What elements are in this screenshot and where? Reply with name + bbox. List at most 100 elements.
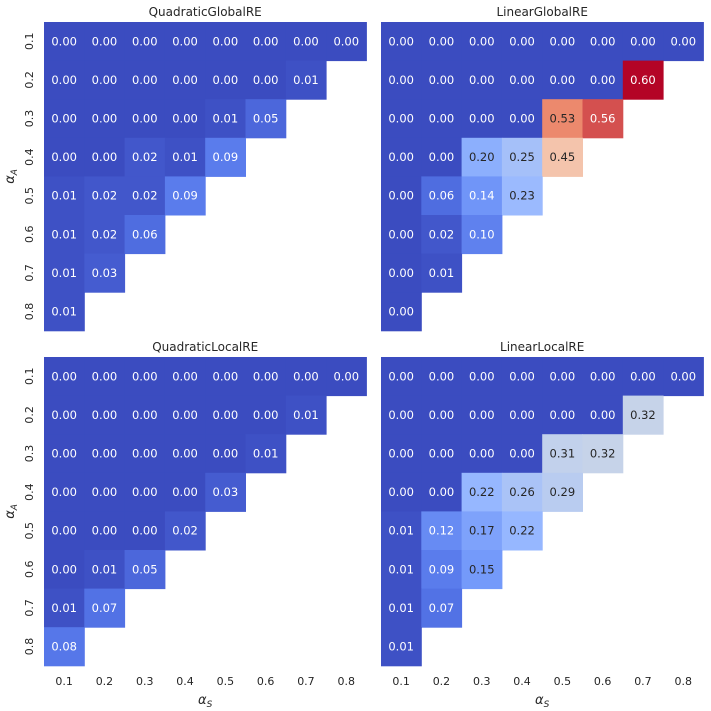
heatmap-cell (44, 292, 85, 332)
heatmap-cell (663, 357, 704, 397)
heatmap-cell (124, 434, 166, 474)
cell-value-label: 0.31 (550, 447, 576, 461)
heatmap-cell (44, 99, 85, 139)
panel-title: LinearGlobalRE (496, 5, 588, 19)
x-tick-label: 0.7 (634, 675, 652, 688)
cell-value-label: 0.00 (92, 150, 118, 164)
cell-value-label: 0.00 (51, 524, 77, 538)
cell-value-label: 0.00 (429, 447, 455, 461)
heatmap-panel-1: QuadraticGlobalRE 0.00 0.00 0.00 0.00 0.00 0.0… (3, 5, 367, 332)
heatmap-cell (124, 215, 166, 255)
heatmap-cell (461, 395, 503, 435)
heatmap-panel-4: LinearLocalRE 0.00 0.00 0.00 0.00 0.00 0.00 0.0… (381, 340, 704, 710)
heatmap-cell (164, 99, 206, 139)
heatmap-cell (381, 253, 422, 293)
cell-value-label: 0.00 (92, 369, 118, 383)
cell-value-label: 0.00 (333, 369, 359, 383)
cell-value-label: 0.00 (509, 73, 535, 87)
cell-value-label: 0.00 (172, 73, 198, 87)
cell-value-label: 0.01 (388, 640, 414, 654)
heatmap-cell (501, 511, 543, 551)
heatmap-cell (84, 137, 126, 177)
heatmap-cell (245, 357, 287, 397)
cell-value-label: 0.32 (590, 447, 616, 461)
cell-value-label: 0.01 (429, 266, 455, 280)
cell-value-label: 0.02 (92, 227, 118, 241)
cell-value-label: 0.01 (51, 305, 77, 319)
cell-value-label: 0.29 (550, 485, 576, 499)
x-tick-label: 0.4 (176, 675, 194, 688)
x-axis-label: αS (535, 693, 550, 710)
cell-value-label: 0.01 (92, 562, 118, 576)
cell-value-label: 0.01 (51, 266, 77, 280)
heatmap-cell (582, 395, 624, 435)
cell-value-label: 0.00 (172, 112, 198, 126)
cell-value-label: 0.60 (630, 73, 656, 87)
cell-value-label: 0.02 (132, 189, 158, 203)
heatmap-cell (84, 357, 126, 397)
y-tick-label: 0.1 (23, 33, 36, 51)
heatmap-cell (285, 357, 327, 397)
cell-value-label: 0.00 (213, 73, 239, 87)
heatmap-cell (381, 434, 422, 474)
cell-value-label: 0.15 (469, 562, 495, 576)
x-tick-label: 0.1 (55, 675, 73, 688)
heatmap-cell (245, 434, 287, 474)
cell-value-label: 0.09 (213, 150, 239, 164)
heatmap-cell (582, 99, 624, 139)
heatmap-cell (461, 511, 503, 551)
cell-value-label: 0.00 (51, 408, 77, 422)
y-tick-label: 0.7 (23, 599, 36, 617)
heatmap-cell (205, 472, 246, 512)
cell-value-label: 0.09 (429, 562, 455, 576)
heatmap-cell (501, 434, 543, 474)
cell-value-label: 0.00 (590, 408, 616, 422)
cell-value-label: 0.00 (132, 369, 158, 383)
heatmap-cell (285, 395, 327, 435)
cell-value-label: 0.00 (92, 524, 118, 538)
y-tick-label: 0.3 (23, 445, 36, 463)
cell-value-label: 0.00 (388, 34, 414, 48)
heatmap-cell (622, 395, 664, 435)
cell-value-label: 0.00 (333, 34, 359, 48)
heatmap-cell (461, 357, 503, 397)
y-tick-label: 0.7 (23, 264, 36, 282)
cell-value-label: 0.01 (253, 447, 279, 461)
y-tick-label: 0.4 (23, 483, 36, 501)
cell-value-label: 0.00 (172, 408, 198, 422)
heatmap-cell (205, 60, 246, 100)
cell-value-label: 0.00 (253, 369, 279, 383)
heatmap-cell (124, 511, 166, 551)
heatmap-cell (381, 550, 422, 590)
cell-value-label: 0.32 (630, 408, 656, 422)
cell-value-label: 0.00 (388, 408, 414, 422)
heatmap-panel-3: QuadraticLocalRE 0.00 0.00 0.00 0.00 0.00 0.00… (3, 340, 367, 710)
heatmap-cell (381, 472, 422, 512)
heatmap-cell (501, 176, 543, 216)
heatmap-cell (501, 357, 543, 397)
heatmap-cell (381, 395, 422, 435)
heatmap-cell (124, 22, 166, 62)
cell-value-label: 0.00 (429, 34, 455, 48)
cell-value-label: 0.06 (429, 189, 455, 203)
y-axis-label: αA (3, 169, 20, 184)
heatmap-cell (461, 434, 503, 474)
heatmap-cell (381, 588, 422, 628)
cell-value-label: 0.05 (253, 112, 279, 126)
cell-value-label: 0.00 (132, 34, 158, 48)
cell-value-label: 0.00 (509, 369, 535, 383)
x-tick-label: 0.5 (217, 675, 235, 688)
heatmap-cell (326, 22, 367, 62)
heatmap-cell (84, 99, 126, 139)
cell-value-label: 0.00 (253, 34, 279, 48)
cell-value-label: 0.00 (670, 369, 696, 383)
heatmap-cell (245, 99, 287, 139)
cell-value-label: 0.00 (670, 34, 696, 48)
heatmap-cell (501, 472, 543, 512)
cell-value-label: 0.00 (429, 112, 455, 126)
cell-value-label: 0.01 (51, 227, 77, 241)
cell-value-label: 0.01 (388, 524, 414, 538)
heatmap-cell (44, 176, 85, 216)
cell-value-label: 0.00 (293, 34, 319, 48)
